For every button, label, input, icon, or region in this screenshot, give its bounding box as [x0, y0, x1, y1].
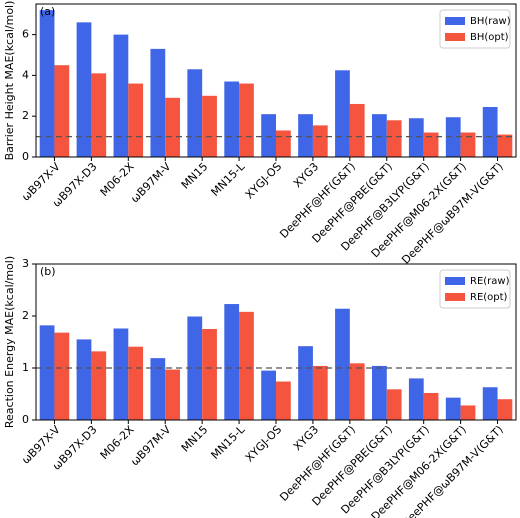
bar — [187, 316, 203, 420]
x-tick-label: XYG3 — [291, 160, 321, 190]
bar — [497, 399, 513, 420]
y-tick-label: 0 — [22, 413, 29, 426]
y-tick-label: 6 — [22, 28, 29, 41]
x-tick-label: MN15 — [179, 423, 211, 455]
bar — [128, 346, 144, 420]
bar — [202, 329, 217, 420]
bar — [298, 346, 313, 420]
x-tick-label: ωB97M-V — [128, 423, 174, 469]
bar — [91, 351, 107, 420]
bar — [150, 48, 166, 157]
bar — [423, 132, 439, 157]
x-tick-label: MN15 — [179, 160, 211, 192]
bar — [482, 107, 498, 157]
y-axis-label: Reaction Energy MAE(kcal/mol) — [3, 256, 16, 428]
bar — [445, 117, 461, 157]
bar — [261, 114, 276, 157]
bar — [165, 97, 180, 157]
bar — [349, 363, 365, 420]
bar — [408, 378, 424, 420]
bar — [460, 132, 476, 157]
bar — [39, 325, 55, 420]
legend-label: RE(raw) — [470, 276, 510, 287]
bar — [91, 73, 107, 157]
bar — [445, 397, 461, 420]
y-tick-label: 0 — [22, 150, 29, 163]
bar — [423, 392, 439, 420]
panel-label: (b) — [40, 265, 56, 278]
legend-swatch — [445, 293, 465, 301]
bar — [202, 95, 217, 157]
y-tick-label: 1 — [22, 361, 29, 374]
bar — [76, 22, 92, 157]
legend-swatch — [445, 17, 465, 25]
x-tick-label: MN15-L — [209, 422, 248, 461]
bar — [165, 369, 180, 420]
y-axis-label: Barrier Height MAE(kcal/mol) — [3, 1, 16, 161]
bar — [54, 65, 70, 157]
bar — [312, 365, 328, 420]
bar — [335, 70, 350, 157]
legend-label: BH(raw) — [470, 16, 511, 27]
bar — [312, 125, 328, 157]
bar — [224, 81, 240, 157]
bar — [54, 332, 70, 420]
bar — [349, 103, 365, 157]
y-tick-label: 4 — [22, 68, 29, 81]
legend-swatch — [445, 33, 465, 41]
bar — [187, 69, 203, 157]
x-tick-label: ωB97M-V — [128, 160, 174, 206]
legend-label: BH(opt) — [470, 32, 509, 43]
bar — [113, 328, 129, 420]
bar — [408, 118, 424, 157]
bar — [239, 311, 254, 420]
bar — [372, 365, 387, 420]
y-tick-label: 3 — [22, 257, 29, 270]
x-tick-label: XYG3 — [291, 423, 321, 453]
bar — [335, 308, 350, 420]
legend-label: RE(opt) — [470, 292, 508, 303]
legend-swatch — [445, 277, 465, 285]
bar — [276, 130, 291, 157]
bar — [113, 34, 129, 157]
bar — [224, 304, 240, 420]
plot-frame — [35, 263, 517, 421]
bar — [150, 358, 166, 420]
bar — [76, 339, 92, 420]
bar — [39, 10, 55, 158]
x-tick-label: XYGJ-OS — [243, 160, 284, 201]
bar — [372, 114, 387, 157]
x-tick-label: MN15-L — [209, 159, 248, 198]
bar — [128, 83, 144, 157]
y-tick-label: 2 — [22, 309, 29, 322]
bar — [261, 370, 276, 420]
bar — [276, 381, 291, 420]
bar — [482, 387, 498, 420]
bar — [497, 134, 513, 157]
bar — [239, 83, 254, 157]
panel-label: (a) — [40, 5, 55, 18]
y-tick-label: 2 — [22, 109, 29, 122]
plot-frame — [35, 3, 517, 158]
bar — [386, 389, 402, 420]
bar — [298, 114, 313, 157]
x-tick-label: XYGJ-OS — [243, 423, 284, 464]
bar — [386, 120, 402, 157]
bar — [460, 405, 476, 420]
